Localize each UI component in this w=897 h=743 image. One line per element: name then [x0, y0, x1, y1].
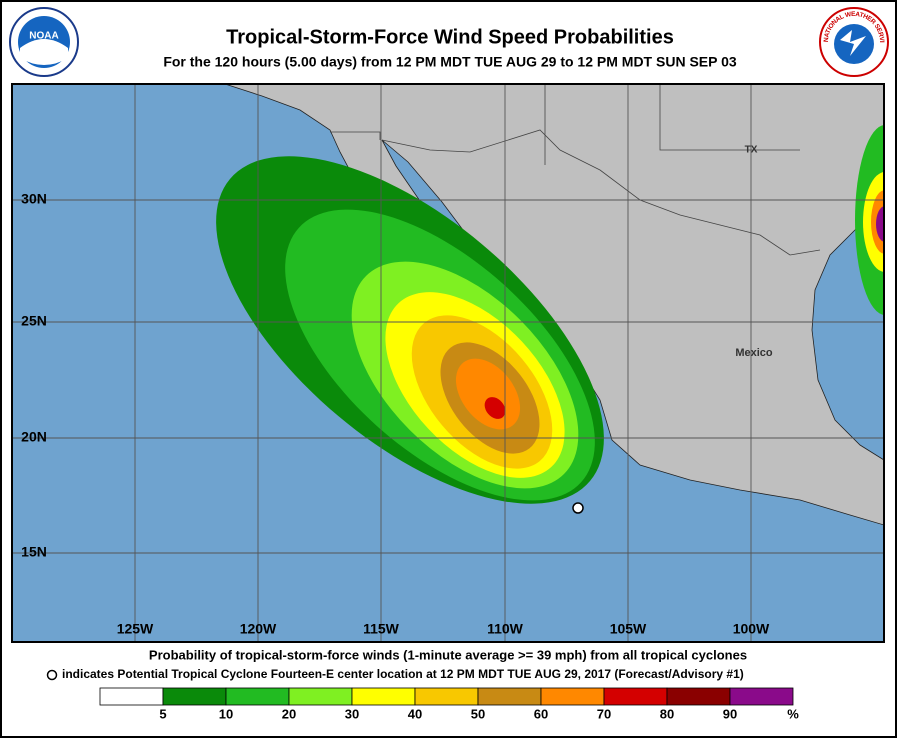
legend-label: 30 — [345, 706, 359, 721]
legend-swatch — [540, 687, 605, 706]
legend-swatch — [99, 687, 164, 706]
legend-swatch — [162, 687, 227, 706]
legend-swatch — [225, 687, 290, 706]
footer-line: indicates Potential Tropical Cyclone Fou… — [62, 667, 744, 681]
legend-swatch — [603, 687, 668, 706]
legend-label: 20 — [282, 706, 296, 721]
lat-label: 30N — [21, 191, 47, 207]
legend-swatch — [477, 687, 542, 706]
probability-shading — [216, 125, 884, 504]
borders — [330, 84, 821, 256]
lon-labels: 125W 120W 115W 110W 105W 100W — [117, 621, 770, 637]
legend-label: 50 — [471, 706, 485, 721]
legend-label: % — [787, 706, 799, 721]
lat-label: 20N — [21, 429, 47, 445]
lon-label: 110W — [487, 621, 524, 637]
subtitle: For the 120 hours (5.00 days) from 12 PM… — [163, 54, 737, 70]
lon-label: 115W — [363, 621, 400, 637]
footer-line: Probability of tropical-storm-force wind… — [149, 647, 747, 662]
title: Tropical-Storm-Force Wind Speed Probabil… — [226, 26, 674, 48]
legend-label: 10 — [219, 706, 233, 721]
lon-label: 100W — [733, 621, 770, 637]
legend-swatch — [414, 687, 479, 706]
graticule — [12, 84, 884, 642]
lat-label: 25N — [21, 313, 47, 329]
legend-label: 70 — [597, 706, 611, 721]
legend-swatch — [729, 687, 794, 706]
storm-center — [572, 502, 584, 514]
lon-label: 125W — [117, 621, 154, 637]
legend-label: 80 — [660, 706, 674, 721]
lon-label: 120W — [240, 621, 277, 637]
storm-symbol — [46, 669, 58, 681]
noaa-text: NOAA — [29, 31, 58, 42]
noaa-logo: NOAA — [9, 7, 79, 77]
map-frame — [11, 83, 885, 643]
lat-label: 15N — [21, 544, 47, 560]
place-label: TX — [745, 145, 758, 156]
legend-swatch — [351, 687, 416, 706]
legend-label: 40 — [408, 706, 422, 721]
place-label: Mexico — [735, 347, 773, 359]
legend-label: 5 — [159, 706, 166, 721]
lon-label: 105W — [610, 621, 647, 637]
legend-label: 60 — [534, 706, 548, 721]
legend-swatch — [288, 687, 353, 706]
lat-labels: 30N 25N 20N 15N — [21, 191, 47, 560]
legend-swatch — [666, 687, 731, 706]
color-legend: 5 10 20 30 40 50 60 70 80 90% — [99, 687, 799, 721]
legend-label: 90 — [723, 706, 737, 721]
map: TX Mexico — [12, 84, 884, 642]
